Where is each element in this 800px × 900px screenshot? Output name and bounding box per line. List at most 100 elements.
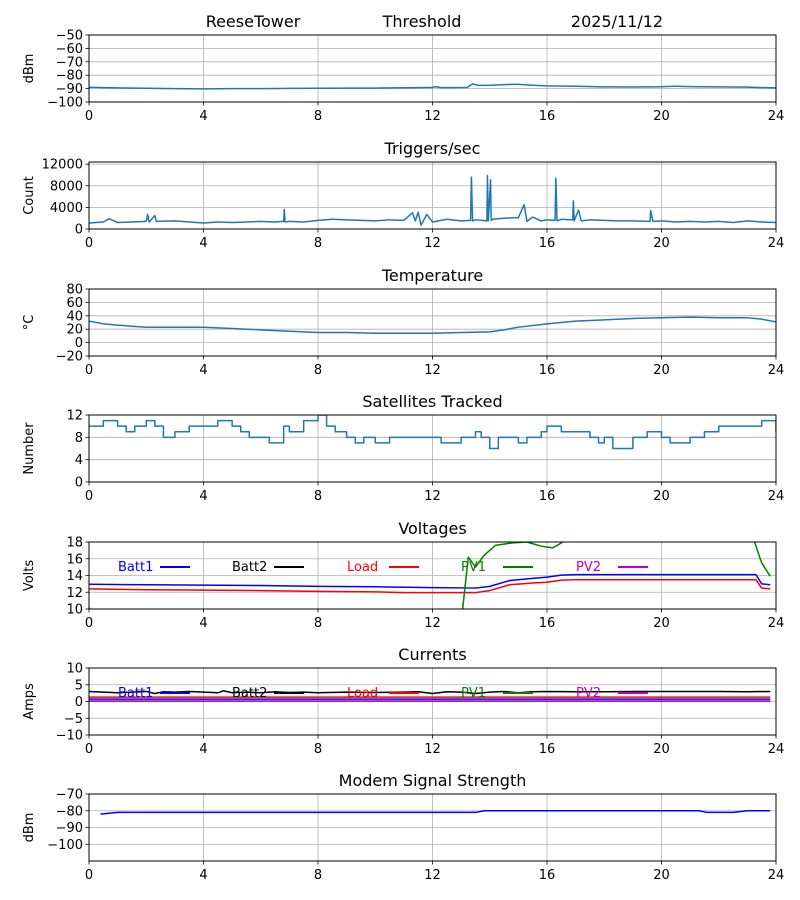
x-tick-label: 0 (85, 109, 93, 124)
x-tick-label: 4 (199, 616, 207, 631)
legend-label: Batt2 (232, 686, 267, 701)
legend-label: Batt2 (232, 560, 267, 575)
panel-modem-signal-strength: 0 4 8 12 16 20 24 −100 −90 −80−70 Modem Signal Str… (22, 771, 784, 883)
x-tick-label: 8 (314, 616, 322, 631)
axes-frame (88, 34, 777, 103)
y-tick-label: −50 (56, 29, 83, 44)
y-axis-label: Number (22, 422, 37, 475)
y-tick-label: 0 (75, 695, 83, 710)
legend-item-load: Load (347, 560, 419, 575)
series-line-threshold (89, 83, 776, 90)
x-tick-label: 16 (539, 109, 556, 124)
y-tick-label: 0 (75, 336, 83, 351)
x-tick-label: 8 (314, 868, 322, 883)
x-tick-label: 4 (199, 109, 207, 124)
legend-label: PV1 (461, 686, 486, 701)
x-tick-label: 0 (85, 236, 93, 251)
axes-frame (88, 541, 777, 610)
y-tick-label: −70 (56, 55, 83, 70)
x-tick-label: 4 (199, 363, 207, 378)
x-tick-label: 8 (314, 109, 322, 124)
y-tick-label: −60 (56, 42, 83, 57)
y-tick-label: 40 (66, 309, 83, 324)
legend-item-pv2: PV2 (576, 686, 648, 701)
series-line-triggers (89, 174, 776, 226)
y-axis-label: dBm (22, 54, 37, 84)
legend-item-batt1: Batt1 (118, 560, 190, 575)
legend-item-pv1: PV1 (461, 686, 533, 701)
y-tick-label: 8 (75, 431, 83, 446)
y-axis-label: Volts (22, 560, 37, 592)
y-tick-label: 18 (66, 536, 83, 551)
y-tick-label: −90 (56, 821, 83, 836)
x-tick-label: 16 (539, 363, 556, 378)
legend-label: PV2 (576, 686, 601, 701)
chart-title: Triggers/sec (384, 139, 481, 158)
y-tick-label: 5 (75, 678, 83, 693)
x-tick-label: 12 (424, 109, 441, 124)
series-line-modem (100, 810, 771, 815)
legend-item-pv2: PV2 (576, 560, 648, 575)
y-tick-label: −90 (56, 82, 83, 97)
y-tick-label: 14 (66, 569, 83, 584)
axes-frame (88, 161, 777, 230)
series-line-temperature (89, 316, 776, 334)
y-tick-label: 4000 (50, 201, 83, 216)
y-tick-label: −10 (56, 729, 83, 744)
x-tick-label: 20 (653, 236, 670, 251)
x-tick-label: 12 (424, 868, 441, 883)
y-tick-label: −80 (56, 69, 83, 84)
header-date: 2025/11/12 (571, 12, 663, 31)
x-tick-label: 20 (653, 363, 670, 378)
x-tick-label: 0 (85, 363, 93, 378)
x-tick-label: 20 (653, 109, 670, 124)
legend-label: Load (347, 686, 378, 701)
y-tick-label: 0 (75, 476, 83, 491)
x-tick-label: 8 (314, 742, 322, 757)
y-tick-label: 10 (66, 662, 83, 677)
y-axis-label: Amps (22, 683, 37, 720)
series-line-satellites (89, 415, 776, 450)
x-tick-label: 12 (424, 363, 441, 378)
series-line-batt2 (89, 690, 771, 695)
x-tick-label: 4 (199, 489, 207, 504)
x-tick-label: 24 (768, 363, 785, 378)
x-tick-label: 24 (768, 236, 785, 251)
axes-frame (88, 793, 777, 862)
legend-label: Batt1 (118, 560, 153, 575)
chart-title: Currents (398, 645, 466, 664)
x-tick-label: 20 (653, 868, 670, 883)
header-plot: Threshold (382, 12, 462, 31)
axes-frame (88, 288, 777, 357)
x-tick-label: 4 (199, 742, 207, 757)
legend-item-batt2: Batt2 (232, 686, 304, 701)
legend-label: PV2 (576, 560, 601, 575)
y-tick-label: 12 (66, 586, 83, 601)
y-axis-label: dBm (22, 813, 37, 843)
legend-label: Batt1 (118, 686, 153, 701)
x-tick-label: 8 (314, 363, 322, 378)
y-tick-label: −20 (56, 350, 83, 365)
x-tick-label: 16 (539, 236, 556, 251)
axes-frame (88, 667, 777, 736)
y-tick-label: 4 (75, 453, 83, 468)
x-tick-label: 16 (539, 742, 556, 757)
x-tick-label: 16 (539, 616, 556, 631)
chart-title: Voltages (398, 519, 466, 538)
y-tick-label: −5 (64, 712, 83, 727)
axes-frame (88, 414, 777, 483)
y-axis-label: °C (22, 315, 37, 331)
x-tick-label: 4 (199, 236, 207, 251)
x-tick-label: 24 (768, 489, 785, 504)
y-tick-label: 10 (66, 603, 83, 618)
x-tick-label: 0 (85, 742, 93, 757)
x-tick-label: 12 (424, 236, 441, 251)
y-tick-label: 16 (66, 552, 83, 567)
y-tick-label: 12000 (42, 158, 83, 173)
x-tick-label: 24 (768, 616, 785, 631)
series-line-batt1 (89, 573, 771, 589)
y-tick-label: −100 (47, 96, 83, 111)
